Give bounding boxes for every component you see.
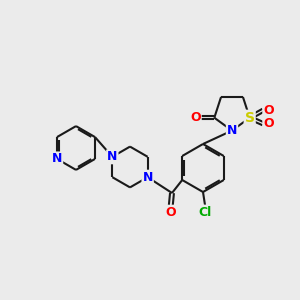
Text: O: O <box>263 117 274 130</box>
Text: N: N <box>227 124 237 137</box>
Text: O: O <box>263 104 274 117</box>
Text: Cl: Cl <box>199 206 212 219</box>
Text: N: N <box>142 171 153 184</box>
Text: S: S <box>245 111 255 125</box>
Text: N: N <box>52 152 62 166</box>
Text: O: O <box>190 111 201 124</box>
Text: O: O <box>165 206 176 219</box>
Text: N: N <box>107 150 118 163</box>
